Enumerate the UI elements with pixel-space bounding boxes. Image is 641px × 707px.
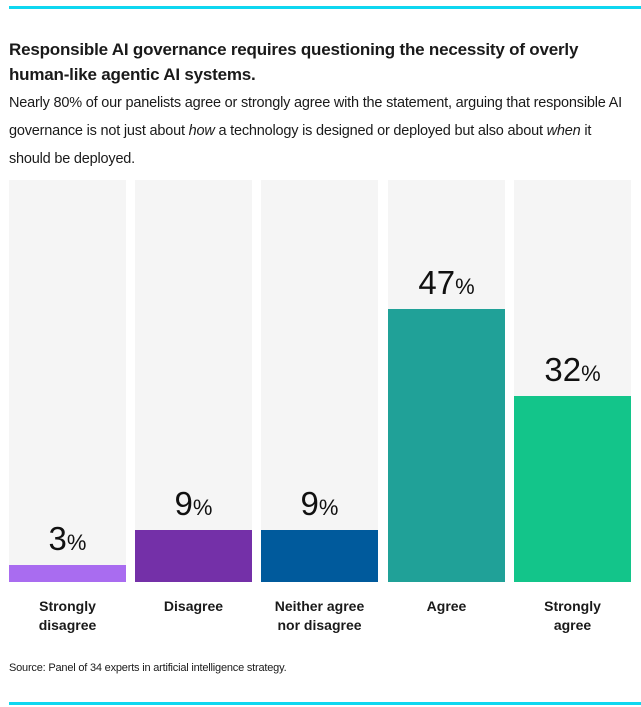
- bar-strongly-agree: [514, 396, 631, 582]
- bar-agree: [388, 309, 505, 582]
- bar-neither-agree-nor-disagree: [261, 530, 378, 582]
- bottom-accent-rule: [9, 702, 641, 705]
- value-label: 9%: [135, 486, 252, 526]
- value-number: 9: [300, 485, 319, 522]
- column-background: [261, 180, 378, 582]
- chart-subtitle: Nearly 80% of our panelists agree or str…: [9, 89, 634, 173]
- category-label-line: Agree: [426, 598, 467, 614]
- percent-sign: %: [581, 361, 601, 386]
- subtitle-emphasis-how: how: [188, 123, 215, 139]
- subtitle-text: Nearly 80% of our panelists agree or str…: [9, 95, 622, 139]
- percent-sign: %: [318, 495, 339, 520]
- source-note: Source: Panel of 34 experts in artificia…: [9, 662, 287, 674]
- category-label-line: nor disagree: [277, 617, 362, 633]
- category-label-line: agree: [553, 617, 592, 633]
- bar-disagree: [135, 530, 252, 582]
- chart-title: Responsible AI governance requires quest…: [9, 40, 579, 84]
- value-number: 9: [174, 485, 193, 522]
- category-label: Strongly agree: [514, 597, 631, 635]
- top-accent-rule: [9, 6, 641, 9]
- percent-sign: %: [192, 495, 213, 520]
- value-label: 3%: [9, 521, 126, 561]
- value-number: 32: [544, 351, 582, 388]
- column-background: [135, 180, 252, 582]
- value-number: 47: [418, 264, 456, 301]
- category-label-line: Strongly: [39, 598, 96, 614]
- category-label: Agree: [388, 597, 505, 616]
- column-background: [9, 180, 126, 582]
- value-label: 32%: [514, 352, 631, 392]
- value-number: 3: [48, 520, 67, 557]
- percent-sign: %: [66, 530, 87, 555]
- value-label: 9%: [261, 486, 378, 526]
- value-label: 47%: [388, 265, 505, 305]
- category-label-line: Strongly: [544, 598, 601, 614]
- category-label-line: Disagree: [163, 598, 224, 614]
- subtitle-emphasis-when: when: [546, 123, 581, 139]
- bar-strongly-disagree: [9, 565, 126, 582]
- category-label: Strongly disagree: [9, 597, 126, 635]
- category-label: Disagree: [135, 597, 252, 616]
- subtitle-text: it should be deployed.: [9, 123, 592, 167]
- category-label-line: disagree: [38, 617, 97, 633]
- subtitle-text: a technology is designed or deployed but…: [214, 123, 547, 139]
- percent-sign: %: [455, 274, 475, 299]
- category-label: Neither agree nor disagree: [261, 597, 378, 635]
- category-label-line: Neither agree: [274, 598, 365, 614]
